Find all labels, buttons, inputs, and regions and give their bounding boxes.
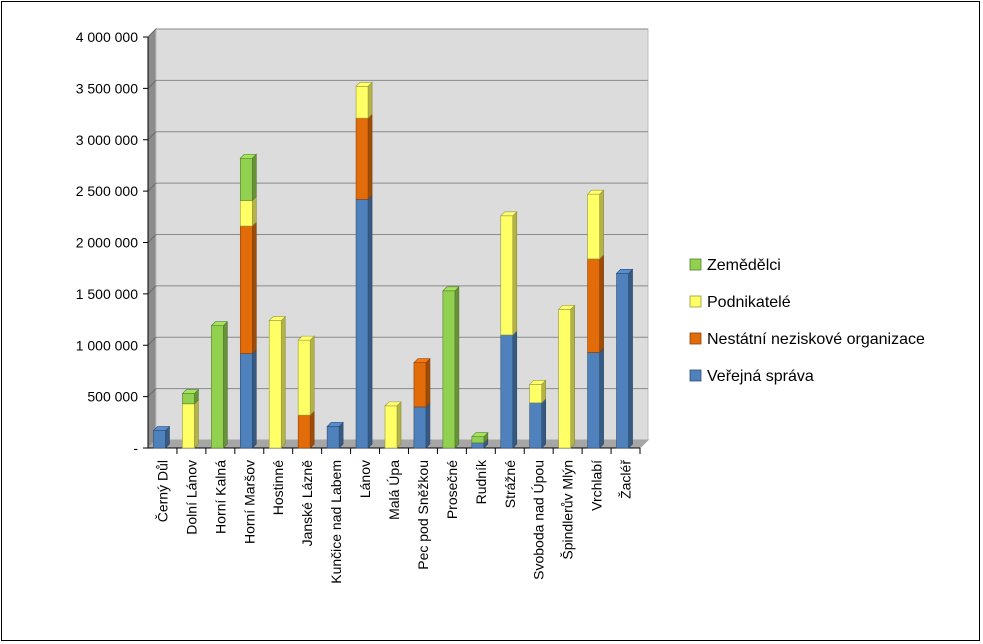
bar-segment: [557, 304, 576, 449]
x-tick-label: Dolní Lánov: [183, 460, 199, 535]
x-tick-label: Malá Úpa: [386, 460, 402, 520]
legend-item: Nestátní neziskové organizace: [689, 331, 925, 348]
bar-segment: [384, 401, 402, 449]
bar-stack: [210, 321, 229, 449]
y-tick-label: 3 000 000: [76, 132, 138, 148]
y-tick-label: 3 500 000: [76, 80, 138, 96]
gridline-depth: [147, 336, 157, 346]
x-tick-label: Svoboda nad Úpou: [531, 460, 547, 580]
x-tick-label: Strážné: [502, 460, 518, 508]
bar-stack: [384, 401, 402, 449]
bar-segment: [152, 425, 171, 449]
bar-segment: [587, 254, 604, 354]
y-tick-label: 4 000 000: [76, 29, 138, 45]
bar-segment: [239, 348, 257, 449]
bar-segment: [528, 379, 547, 404]
bar-segment: [355, 113, 373, 201]
bar-stack: [268, 315, 286, 449]
legend-label: Veřejná správa: [707, 368, 814, 385]
x-tick-label: Lánov: [357, 460, 373, 498]
x-tick-label: Horní Maršov: [241, 460, 257, 544]
bar-segment: [181, 388, 200, 405]
bar-segment: [239, 221, 257, 355]
bar-segment: [326, 421, 344, 449]
bar-stack: [152, 425, 171, 449]
bar-segment: [355, 81, 373, 119]
bar-segment: [587, 347, 604, 449]
y-axis-ticks: - 500 000 1 000 000 1 500 000 2 000 000 2 500…: [76, 29, 640, 456]
legend-item: Zemědělci: [689, 257, 781, 274]
x-tick-label: Prosečné: [444, 460, 460, 519]
bar-segment: [500, 211, 518, 336]
y-tick-label: 2 000 000: [76, 235, 138, 251]
bar-segment: [268, 315, 286, 449]
bar-segment: [239, 153, 258, 202]
gridline-depth: [147, 388, 157, 397]
legend-item: Podnikatelé: [689, 294, 791, 311]
bar-segment: [500, 330, 518, 449]
bar-segment: [210, 321, 229, 449]
bar-stack: [471, 431, 489, 449]
bar-segment: [182, 399, 199, 449]
legend-swatch: [689, 258, 702, 271]
legend-label: Zemědělci: [707, 257, 781, 274]
bar-segment: [239, 195, 257, 227]
bar-segment: [413, 357, 431, 408]
bar-stack: [326, 421, 344, 449]
bar-stack: [557, 304, 576, 449]
x-tick-label: Vrchlabí: [589, 460, 605, 511]
gridline-depth: [147, 234, 157, 243]
bar-segment: [297, 335, 315, 416]
bar-segment: [615, 268, 634, 449]
gridlines: [147, 28, 648, 397]
bar-stack: [442, 286, 460, 449]
bar-stack: [355, 81, 373, 449]
x-tick-label: Žacléř: [618, 460, 634, 499]
gridline-depth: [147, 285, 157, 295]
legend-item: Veřejná správa: [689, 368, 814, 385]
y-tick-label: 1 000 000: [76, 337, 138, 353]
legend-label: Podnikatelé: [707, 294, 791, 311]
bar-stack: [181, 388, 200, 449]
x-tick-label: Pec pod Sněžkou: [415, 460, 431, 570]
x-tick-label: Kunčice nad Labem: [328, 460, 344, 584]
x-tick-label: Rudník: [473, 459, 489, 504]
bar-stack: [586, 189, 605, 449]
gridline-depth: [147, 28, 157, 38]
bar-segment: [529, 398, 547, 449]
bar-stack: [615, 268, 634, 449]
bar-stack: [528, 379, 547, 449]
bar-stack: [297, 335, 315, 449]
y-tick-label: 500 000: [87, 389, 138, 405]
legend-swatch: [689, 295, 702, 308]
x-tick-label: Horní Kalná: [212, 460, 228, 534]
bar-segment: [413, 402, 431, 449]
gridline-depth: [147, 131, 157, 141]
y-tick-label: 2 500 000: [76, 183, 138, 199]
legend-swatch: [689, 332, 702, 345]
x-tick-label: Černý Důl: [154, 460, 170, 522]
x-tick-label: Špindlerův Mlýn: [560, 460, 576, 560]
bar-segment: [297, 410, 315, 449]
bar-segment: [355, 194, 373, 449]
gridline-depth: [147, 80, 157, 89]
legend: Zemědělci Podnikatelé Nestátní neziskové o…: [689, 257, 925, 385]
bar-stack: [413, 357, 431, 449]
x-axis-ticks: Černý Důl Dolní Lánov Horní Kalná Horní Mar…: [154, 448, 641, 584]
bar-segment: [442, 286, 460, 449]
x-tick-label: Hostinné: [270, 460, 286, 515]
y-tick-label: 1 500 000: [76, 286, 138, 302]
bars: [152, 81, 634, 449]
bar-segment: [471, 431, 489, 444]
legend-swatch: [689, 369, 702, 382]
gridline-depth: [147, 182, 157, 192]
y-tick-label: -: [133, 440, 138, 456]
bar-segment: [586, 189, 605, 260]
legend-label: Nestátní neziskové organizace: [707, 331, 925, 348]
bar-stack: [500, 211, 518, 449]
bar-stack: [239, 153, 258, 449]
x-tick-label: Janské Lázně: [299, 460, 315, 547]
